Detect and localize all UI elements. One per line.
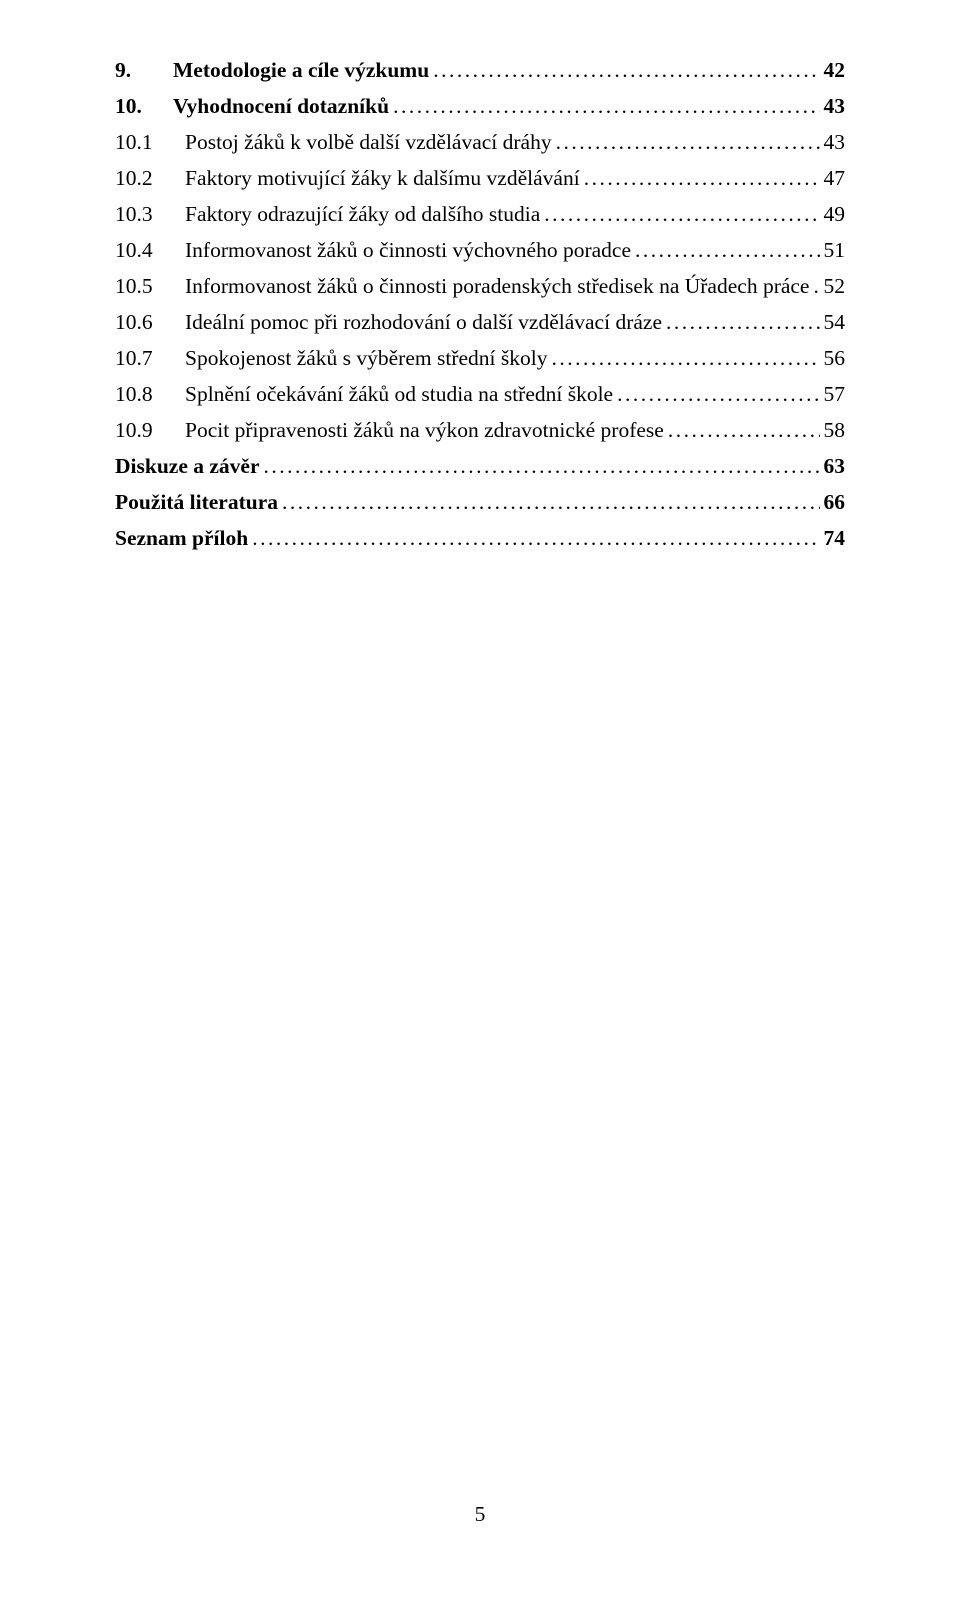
toc-label: Použitá literatura (115, 492, 278, 514)
toc-entry: Použitá literatura 66 (115, 492, 845, 514)
toc-page: 74 (820, 528, 846, 550)
table-of-contents: 9. Metodologie a cíle výzkumu 42 10. Vyh… (115, 60, 845, 550)
toc-number: 10.3 (115, 204, 185, 226)
toc-entry: 10.9 Pocit připravenosti žáků na výkon z… (115, 420, 845, 442)
toc-entry: Diskuze a závěr 63 (115, 456, 845, 478)
toc-entry: Seznam příloh 74 (115, 528, 845, 550)
toc-leader (278, 492, 820, 514)
toc-page: 54 (820, 312, 846, 334)
toc-leader (664, 420, 820, 442)
toc-label: Faktory odrazující žáky od dalšího studi… (185, 204, 540, 226)
toc-entry: 10.1 Postoj žáků k volbě další vzdělávac… (115, 132, 845, 154)
toc-leader (389, 96, 819, 118)
toc-entry: 10.3 Faktory odrazující žáky od dalšího … (115, 204, 845, 226)
toc-label: Metodologie a cíle výzkumu (173, 60, 429, 82)
toc-number: 10.2 (115, 168, 185, 190)
toc-number: 10. (115, 96, 173, 118)
toc-number: 10.5 (115, 276, 185, 298)
toc-leader (631, 240, 820, 262)
toc-page: 42 (820, 60, 846, 82)
page-number: 5 (0, 1502, 960, 1527)
toc-leader (613, 384, 819, 406)
toc-number: 10.7 (115, 348, 185, 370)
toc-entry: 9. Metodologie a cíle výzkumu 42 (115, 60, 845, 82)
toc-page: 49 (820, 204, 846, 226)
toc-leader (260, 456, 820, 478)
toc-page: 56 (820, 348, 846, 370)
toc-leader (547, 348, 819, 370)
toc-leader (580, 168, 820, 190)
toc-leader (662, 312, 820, 334)
toc-leader (248, 528, 819, 550)
toc-page: 63 (820, 456, 846, 478)
toc-label: Informovanost žáků o činnosti poradenský… (185, 276, 809, 298)
toc-label: Pocit připravenosti žáků na výkon zdravo… (185, 420, 664, 442)
toc-entry: 10.5 Informovanost žáků o činnosti porad… (115, 276, 845, 298)
toc-page: 57 (820, 384, 846, 406)
toc-number: 10.8 (115, 384, 185, 406)
toc-page: 58 (820, 420, 846, 442)
toc-label: Ideální pomoc při rozhodování o další vz… (185, 312, 662, 334)
toc-number: 10.1 (115, 132, 185, 154)
document-page: 9. Metodologie a cíle výzkumu 42 10. Vyh… (0, 0, 960, 1617)
toc-label: Seznam příloh (115, 528, 248, 550)
toc-label: Vyhodnocení dotazníků (173, 96, 389, 118)
toc-label: Informovanost žáků o činnosti výchovného… (185, 240, 631, 262)
toc-number: 10.6 (115, 312, 185, 334)
toc-page: 43 (820, 96, 846, 118)
toc-entry: 10.4 Informovanost žáků o činnosti výcho… (115, 240, 845, 262)
toc-number: 10.4 (115, 240, 185, 262)
toc-page: 47 (820, 168, 846, 190)
toc-label: Spokojenost žáků s výběrem střední školy (185, 348, 547, 370)
toc-page: 43 (820, 132, 846, 154)
toc-label: Postoj žáků k volbě další vzdělávací drá… (185, 132, 552, 154)
toc-leader (552, 132, 820, 154)
toc-entry: 10.2 Faktory motivující žáky k dalšímu v… (115, 168, 845, 190)
toc-label: Faktory motivující žáky k dalšímu vzdělá… (185, 168, 580, 190)
toc-page: 52 (820, 276, 846, 298)
toc-entry: 10.8 Splnění očekávání žáků od studia na… (115, 384, 845, 406)
toc-page: 51 (820, 240, 846, 262)
toc-label: Splnění očekávání žáků od studia na stře… (185, 384, 613, 406)
toc-number: 10.9 (115, 420, 185, 442)
toc-number: 9. (115, 60, 173, 82)
toc-leader (429, 60, 819, 82)
toc-entry: 10.7 Spokojenost žáků s výběrem střední … (115, 348, 845, 370)
toc-entry: 10. Vyhodnocení dotazníků 43 (115, 96, 845, 118)
toc-label: Diskuze a závěr (115, 456, 260, 478)
toc-page: 66 (820, 492, 846, 514)
toc-leader (540, 204, 819, 226)
toc-entry: 10.6 Ideální pomoc při rozhodování o dal… (115, 312, 845, 334)
toc-leader (809, 276, 819, 298)
